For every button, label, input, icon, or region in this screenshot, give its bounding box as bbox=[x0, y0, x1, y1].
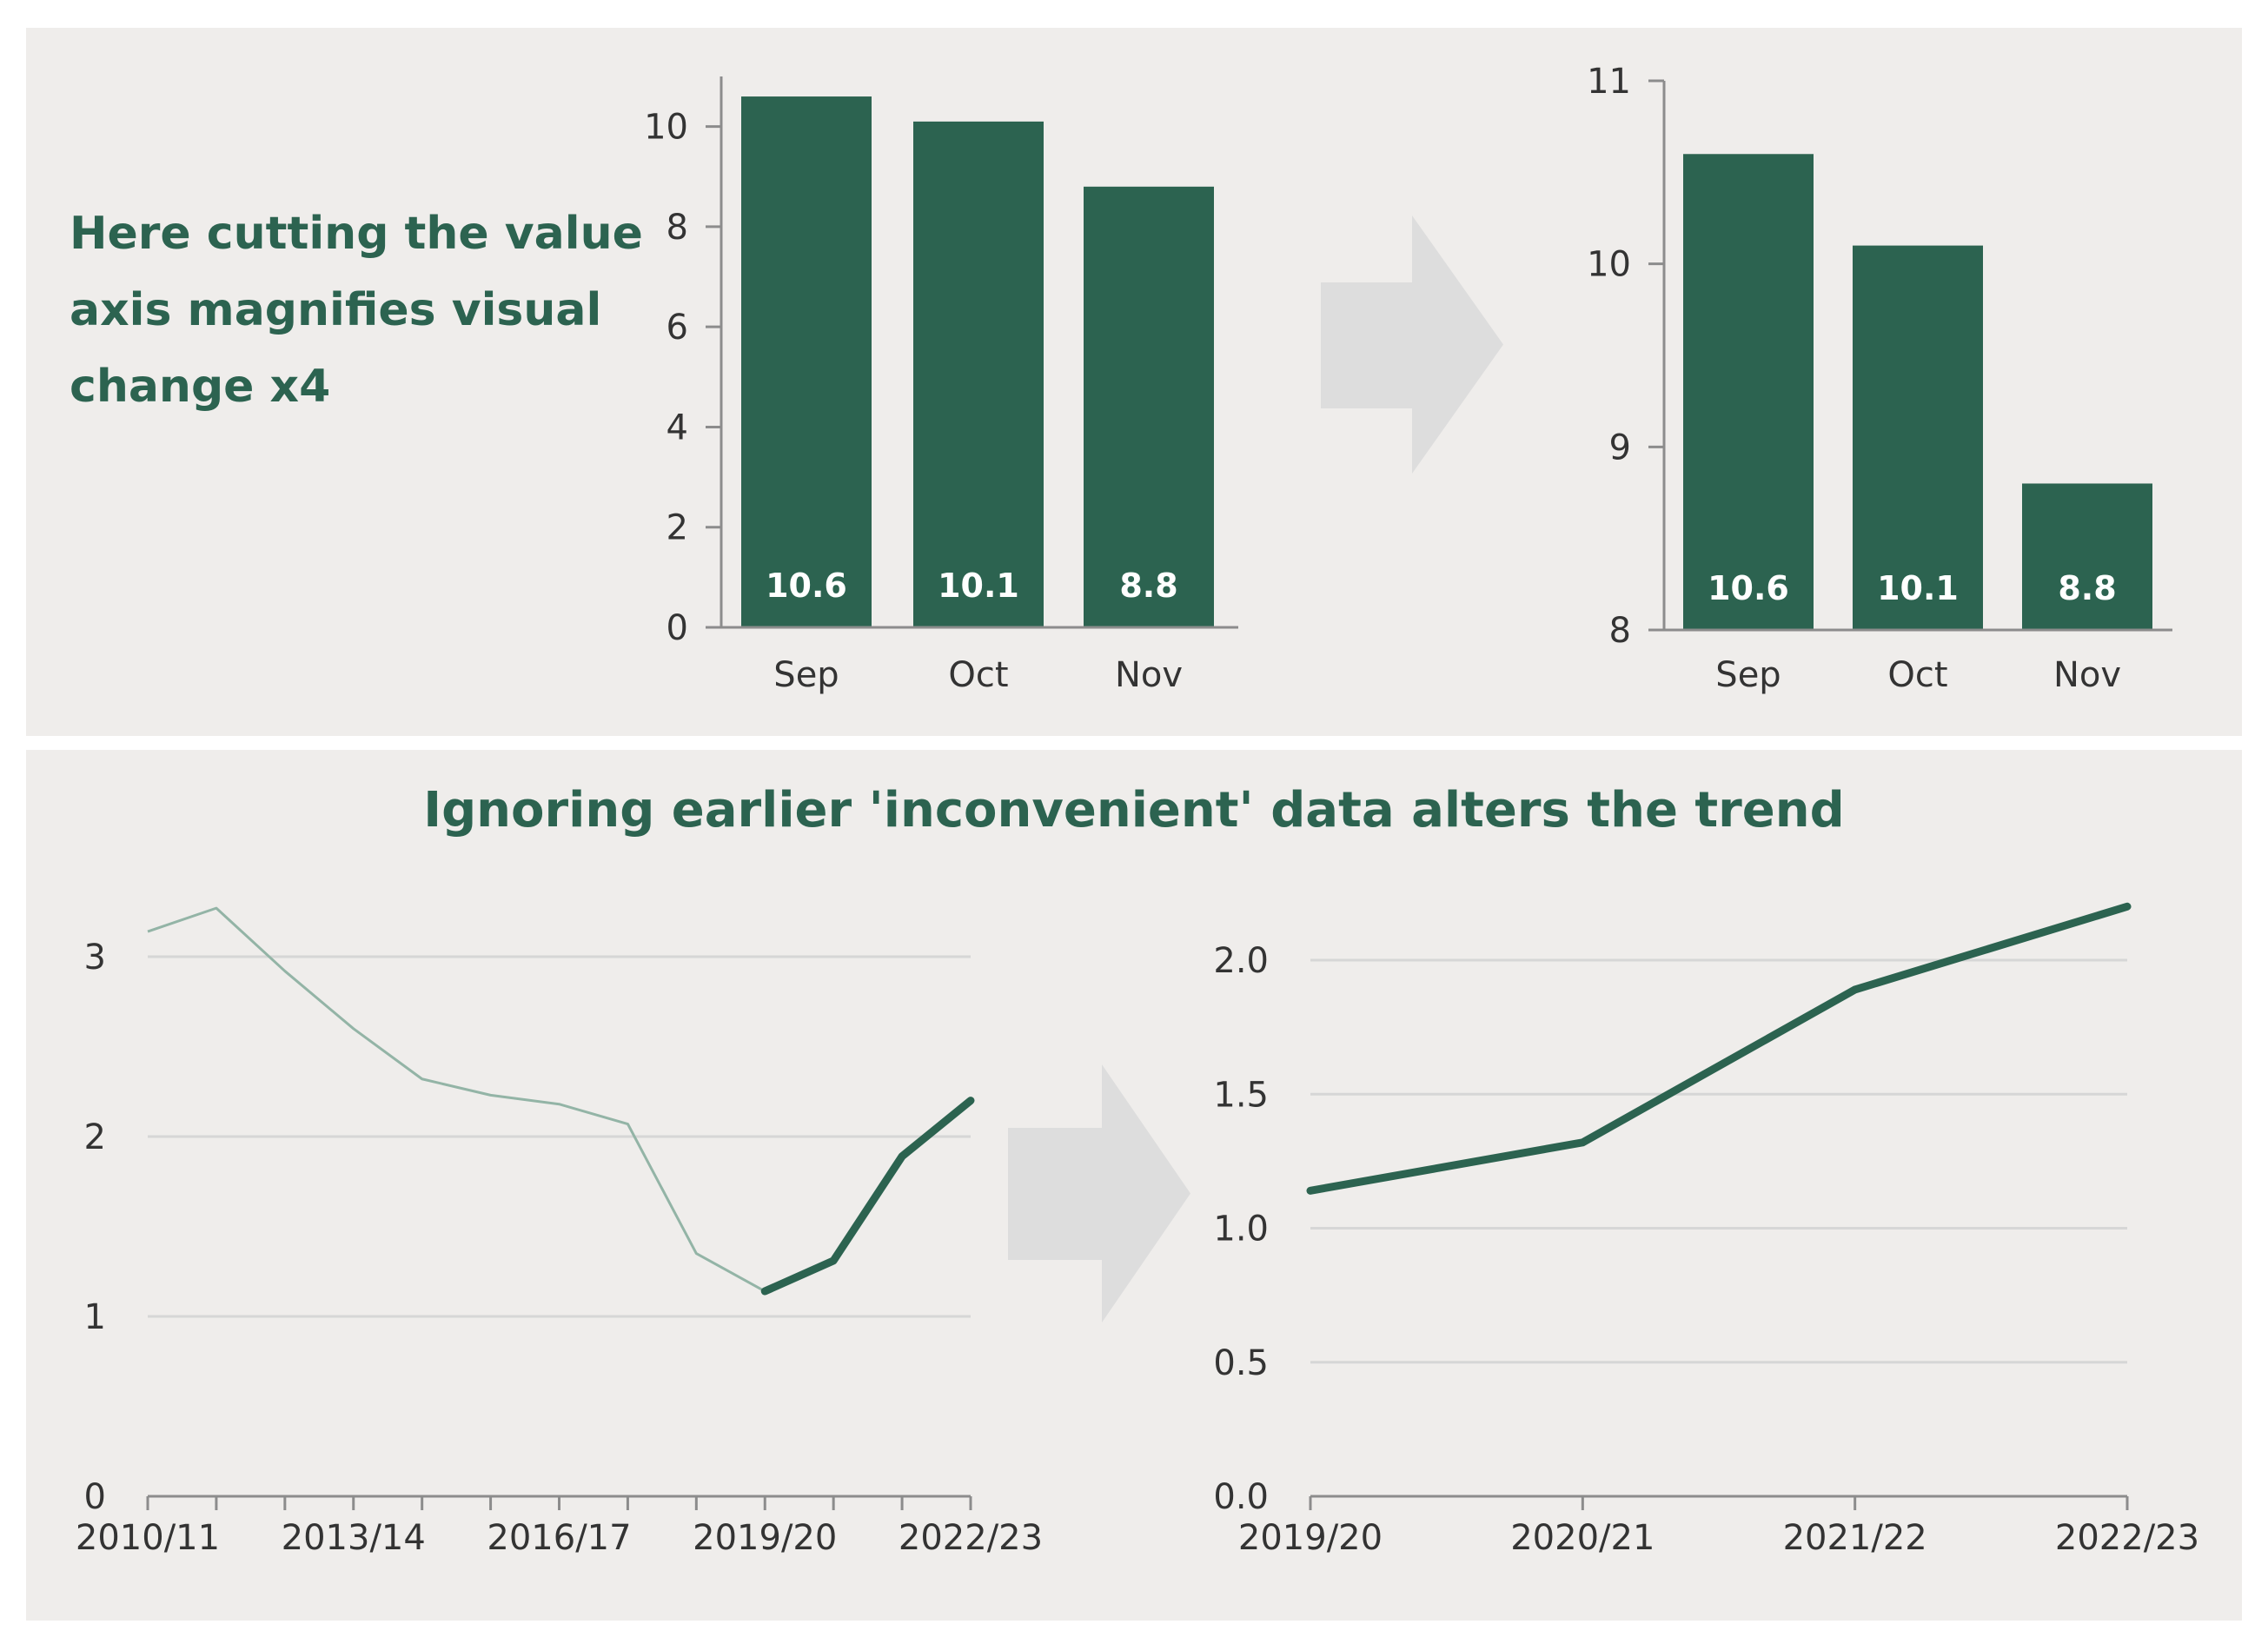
y-tick-label: 3 bbox=[84, 938, 106, 978]
x-tick-label: Sep bbox=[773, 655, 839, 695]
x-tick-label: 2010/11 bbox=[76, 1518, 220, 1558]
y-tick-label: 11 bbox=[1587, 62, 1631, 102]
y-tick-label: 10 bbox=[644, 108, 688, 148]
bar bbox=[913, 121, 1044, 627]
y-tick-label: 2 bbox=[666, 508, 688, 548]
bar-data-label: 10.1 bbox=[938, 567, 1019, 605]
bar bbox=[741, 96, 872, 627]
arrow-right-icon bbox=[1321, 215, 1503, 474]
x-tick-label: Oct bbox=[1887, 655, 1947, 695]
y-tick-label: 0.5 bbox=[1213, 1343, 1269, 1383]
y-tick-label: 6 bbox=[666, 308, 688, 348]
bar bbox=[1853, 245, 1983, 630]
bottom-headline: Ignoring earlier 'inconvenient' data alt… bbox=[423, 782, 1845, 839]
series-line-recent bbox=[760, 1097, 975, 1296]
y-tick-label: 1 bbox=[84, 1297, 106, 1337]
bar bbox=[1683, 154, 1814, 630]
x-tick-label: Oct bbox=[948, 655, 1008, 695]
bar-data-label: 8.8 bbox=[1119, 567, 1177, 605]
y-tick-label: 0 bbox=[84, 1477, 106, 1517]
y-tick-label: 0.0 bbox=[1213, 1477, 1269, 1517]
bar-data-label: 8.8 bbox=[2058, 569, 2116, 607]
y-tick-label: 9 bbox=[1609, 428, 1631, 467]
x-tick-label: 2019/20 bbox=[1238, 1518, 1383, 1558]
arrow-right-icon bbox=[1008, 1064, 1190, 1322]
series-line bbox=[1306, 902, 2132, 1195]
bar bbox=[1084, 186, 1214, 628]
y-tick-label: 1.5 bbox=[1213, 1075, 1269, 1115]
y-tick-label: 2 bbox=[84, 1117, 106, 1157]
x-tick-label: 2022/23 bbox=[2055, 1518, 2199, 1558]
bar-data-label: 10.6 bbox=[1708, 569, 1789, 607]
x-tick-label: Nov bbox=[2053, 655, 2121, 695]
x-tick-label: 2016/17 bbox=[487, 1518, 631, 1558]
y-tick-label: 0 bbox=[666, 608, 688, 648]
x-tick-label: 2013/14 bbox=[282, 1518, 426, 1558]
x-tick-label: Nov bbox=[1115, 655, 1183, 695]
y-tick-label: 4 bbox=[666, 408, 688, 447]
bar-data-label: 10.1 bbox=[1877, 569, 1959, 607]
series-line-earlier bbox=[147, 906, 766, 1293]
y-tick-label: 8 bbox=[1609, 611, 1631, 651]
bar-data-label: 10.6 bbox=[766, 567, 847, 605]
bar bbox=[2022, 483, 2152, 630]
x-tick-label: Sep bbox=[1715, 655, 1781, 695]
x-tick-label: 2020/21 bbox=[1510, 1518, 1655, 1558]
y-tick-label: 8 bbox=[666, 208, 688, 248]
y-tick-label: 1.0 bbox=[1213, 1210, 1269, 1250]
x-tick-label: 2022/23 bbox=[899, 1518, 1043, 1558]
y-tick-label: 10 bbox=[1587, 245, 1631, 285]
x-tick-label: 2021/22 bbox=[1783, 1518, 1927, 1558]
x-tick-label: 2019/20 bbox=[693, 1518, 837, 1558]
top-headline: Here cutting the value axis magnifies vi… bbox=[70, 208, 643, 413]
y-tick-label: 2.0 bbox=[1213, 941, 1269, 981]
